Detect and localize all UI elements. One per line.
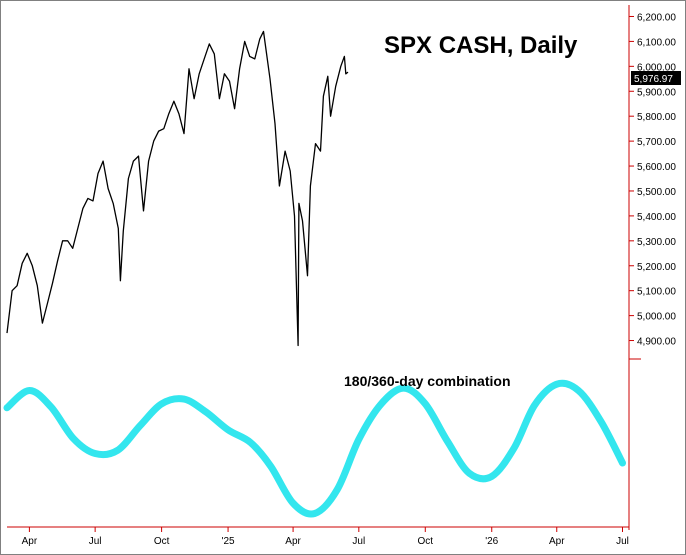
- y-tick-label: 5,700.00: [637, 137, 676, 148]
- y-tick-label: 5,900.00: [637, 87, 676, 98]
- y-tick-label: 5,200.00: [637, 262, 676, 273]
- y-tick-label: 5,000.00: [637, 312, 676, 323]
- y-tick-label: 5,800.00: [637, 112, 676, 123]
- y-tick-label: 6,200.00: [637, 12, 676, 23]
- x-tick-label: Jul: [352, 536, 365, 547]
- price-line: [6, 30, 349, 347]
- cycle-annotation: 180/360-day combination: [344, 373, 511, 389]
- y-tick-label: 6,000.00: [637, 62, 676, 73]
- y-ticks: 6,200.00 6,100.00 6,000.00 5,900.00 5,800.00…: [629, 12, 676, 348]
- x-tick-label: Apr: [549, 536, 565, 547]
- cycle-line: [3, 379, 626, 518]
- y-tick-label: 5,500.00: [637, 187, 676, 198]
- x-tick-label: '25: [222, 536, 235, 547]
- price-series: [6, 30, 349, 347]
- chart-title: SPX CASH, Daily: [384, 32, 578, 59]
- y-tick-label: 5,600.00: [637, 162, 676, 173]
- y-tick-label: 5,400.00: [637, 212, 676, 223]
- x-tick-label: Jul: [89, 536, 102, 547]
- x-tick-label: Jul: [616, 536, 629, 547]
- axis-layer: [7, 5, 641, 530]
- x-tick-label: '26: [485, 536, 498, 547]
- cycle-series: [3, 379, 626, 518]
- x-tick-label: Apr: [22, 536, 38, 547]
- y-tick-label: 5,100.00: [637, 287, 676, 298]
- last-value-box: [631, 71, 681, 85]
- y-tick-label: 6,100.00: [637, 37, 676, 48]
- y-tick-label: 4,900.00: [637, 337, 676, 348]
- x-tick-label: Oct: [417, 536, 433, 547]
- x-tick-label: Oct: [154, 536, 170, 547]
- last-value-label: 5,976.97: [634, 74, 673, 85]
- x-tick-label: Apr: [285, 536, 301, 547]
- y-tick-label: 5,300.00: [637, 237, 676, 248]
- x-ticks: Apr Jul Oct '25 Apr Jul Oct '26 Apr Jul: [22, 527, 629, 547]
